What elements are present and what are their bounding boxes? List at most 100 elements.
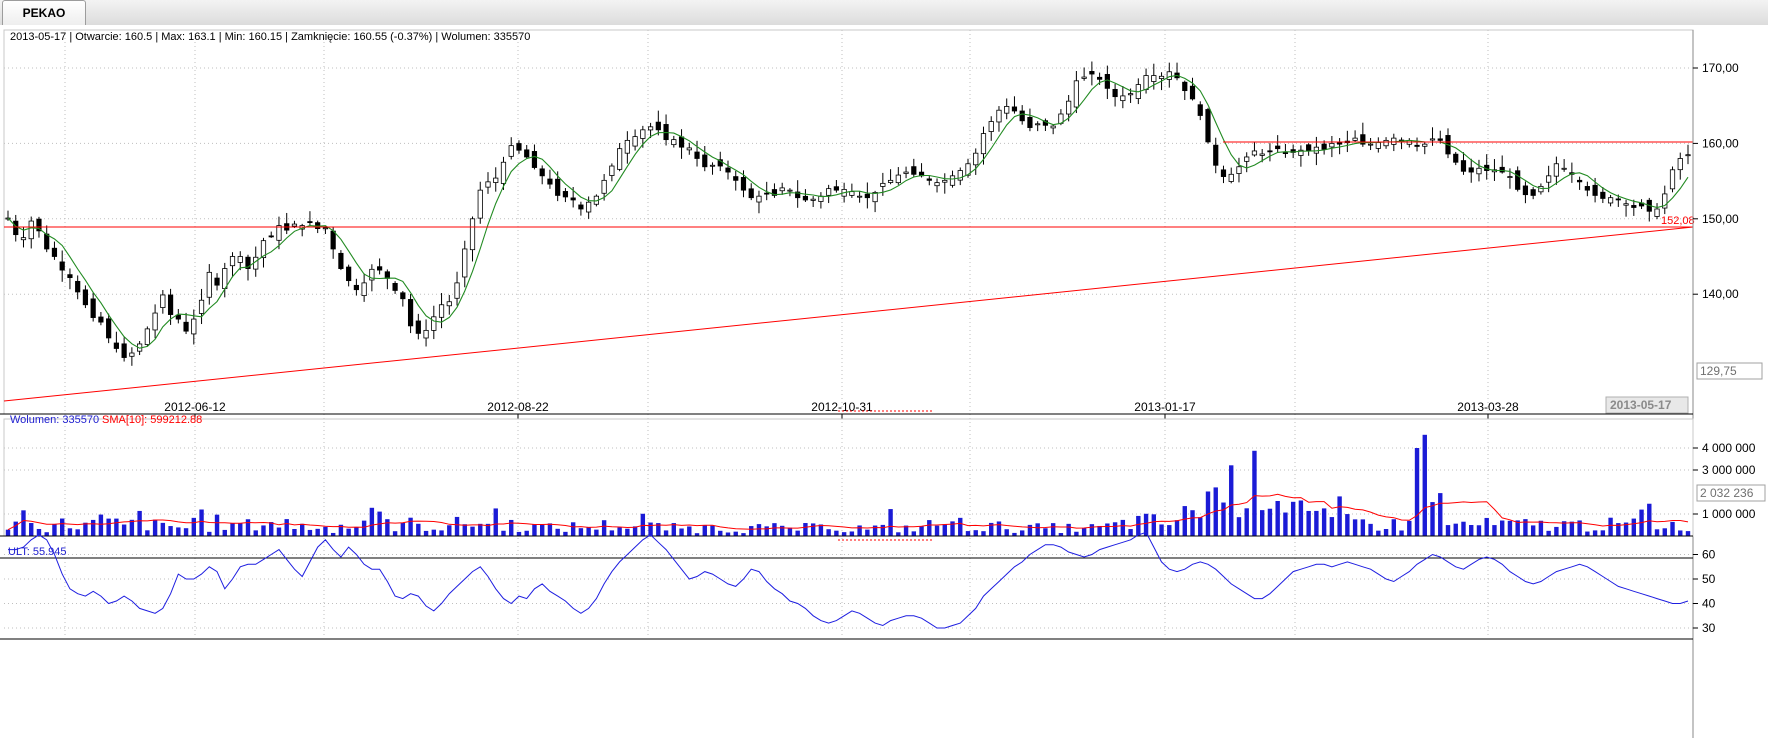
- candle-body: [44, 233, 50, 250]
- y-tick-label: 160,00: [1702, 136, 1739, 150]
- candle: [694, 140, 700, 167]
- volume-bar: [1546, 530, 1551, 536]
- candle-body: [1662, 193, 1668, 209]
- candle-body: [1120, 95, 1126, 102]
- volume-bar: [1066, 523, 1071, 536]
- volume-bar: [21, 510, 26, 536]
- candle-body: [338, 252, 344, 269]
- volume-bar: [400, 522, 406, 536]
- volume-y-axis: 4 000 000 3 000 000 1 000 000: [1693, 441, 1756, 521]
- volume-bar: [888, 509, 893, 536]
- volume-bar: [710, 525, 715, 536]
- volume-bar: [183, 528, 189, 536]
- candle-body: [1367, 143, 1374, 146]
- volume-bar: [1608, 517, 1613, 536]
- volume-bar: [276, 527, 282, 536]
- candle-body: [748, 188, 754, 199]
- candle: [446, 294, 452, 315]
- candle-body: [1530, 189, 1536, 196]
- candle-body: [1499, 166, 1505, 173]
- volume-bar: [354, 527, 359, 536]
- candle-body: [1321, 143, 1327, 150]
- volume-bar: [1538, 520, 1544, 536]
- candle: [1437, 130, 1443, 144]
- volume-bar: [1399, 530, 1404, 536]
- candle: [338, 250, 344, 271]
- candle-body: [1522, 185, 1529, 196]
- candle: [988, 116, 994, 141]
- volume-bar: [532, 524, 537, 536]
- candle: [1244, 152, 1250, 173]
- volume-bar: [323, 526, 328, 536]
- volume-bar: [462, 524, 467, 536]
- candle: [516, 140, 522, 154]
- candle: [98, 312, 104, 326]
- candle-body: [771, 189, 778, 196]
- volume-bar: [98, 514, 104, 536]
- candle-body: [996, 109, 1002, 123]
- candle-body: [1298, 149, 1304, 156]
- candle-body: [454, 282, 460, 299]
- candle-body: [1104, 74, 1110, 89]
- candle: [1654, 203, 1660, 220]
- volume-bar: [694, 533, 700, 536]
- volume-bar: [1678, 530, 1683, 536]
- volume-bar: [594, 529, 599, 536]
- candle: [415, 313, 421, 340]
- volume-bar: [346, 528, 351, 536]
- candle-body: [1360, 134, 1366, 145]
- volume-bar: [485, 523, 491, 536]
- candle: [764, 181, 770, 201]
- trend-line: [3, 226, 1694, 402]
- candle-body: [686, 147, 692, 151]
- candle: [802, 189, 809, 203]
- candle-body: [175, 314, 181, 320]
- volume-bar: [609, 530, 615, 536]
- candle: [601, 174, 607, 201]
- candle-body: [477, 189, 483, 219]
- volume-bar: [1523, 519, 1528, 536]
- volume-bar: [1019, 530, 1025, 536]
- candle-body: [1151, 75, 1157, 82]
- candle-body: [1027, 117, 1033, 128]
- candle-body: [469, 218, 476, 251]
- volume-bar: [810, 523, 816, 536]
- volume-bar: [779, 525, 785, 536]
- candle: [493, 167, 499, 192]
- candle: [632, 129, 638, 151]
- ult-y-axis: 60 50 40 30: [1693, 548, 1716, 635]
- volume-bar: [803, 523, 808, 536]
- tab-pekao[interactable]: PEKAO: [2, 0, 86, 25]
- volume-bar: [416, 523, 421, 536]
- candle: [353, 278, 359, 296]
- candle-body: [795, 191, 801, 199]
- x-tick-label: 2013-03-28: [1457, 400, 1519, 414]
- volume-bar: [547, 523, 553, 536]
- volume-bar: [330, 532, 336, 536]
- chart-area[interactable]: 2013-05-17 | Otwarcie: 160.5 | Max: 163.…: [0, 25, 1768, 738]
- candle-body: [1615, 198, 1621, 201]
- candle: [725, 160, 731, 180]
- volume-bar: [934, 525, 940, 536]
- candle-body: [353, 284, 359, 291]
- volume-bars: [5, 434, 1691, 536]
- candle: [1468, 158, 1474, 183]
- candle-body: [423, 329, 429, 339]
- candle-body: [1468, 167, 1474, 173]
- candle-body: [539, 168, 545, 177]
- candle-body: [144, 328, 150, 345]
- volume-bar: [121, 524, 127, 536]
- volume-bar: [880, 524, 886, 536]
- volume-bar: [756, 524, 762, 536]
- bottom-marker: [1696, 362, 1763, 380]
- volume-bar: [1445, 525, 1451, 536]
- candle: [895, 167, 901, 185]
- candle: [1189, 77, 1196, 101]
- candle-body: [942, 179, 948, 183]
- candle: [214, 273, 220, 291]
- candle: [1236, 157, 1242, 183]
- volume-bar: [168, 526, 173, 536]
- candle-body: [1460, 160, 1467, 172]
- candle-body: [702, 154, 708, 168]
- candle-body: [13, 220, 19, 236]
